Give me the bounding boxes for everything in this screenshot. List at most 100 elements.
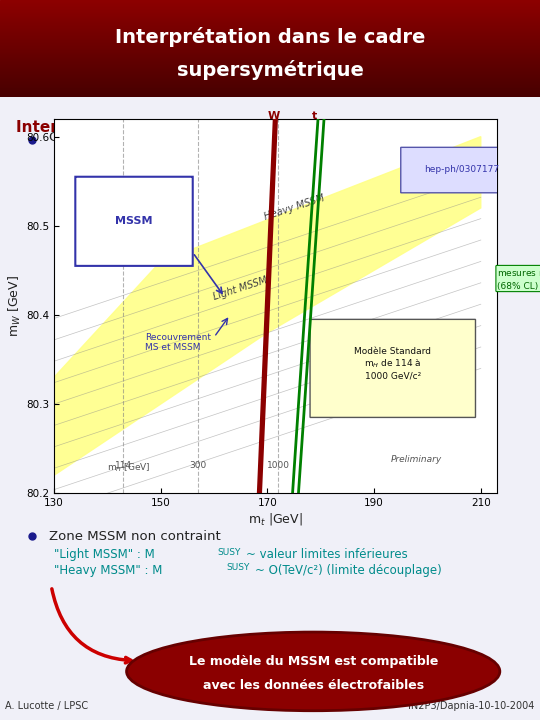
Text: ,m: ,m (281, 119, 308, 134)
Bar (0, 37, 540, 38)
Text: Comparaison MS vs MSSM: Comparaison MS vs MSSM (49, 131, 223, 144)
Text: h: h (266, 177, 272, 186)
Text: SUSY: SUSY (227, 563, 250, 572)
Bar (0, 5, 540, 6)
Text: ~ valeur limites inférieures: ~ valeur limites inférieures (246, 549, 408, 562)
Text: IN2P3/Dapnia-10-10-2004: IN2P3/Dapnia-10-10-2004 (408, 701, 535, 711)
Bar (0, 70, 540, 71)
Bar (0, 53, 540, 55)
Bar (0, 55, 540, 56)
Text: ): ) (320, 119, 327, 134)
Bar (0, 28, 540, 30)
Bar (0, 89, 540, 91)
Text: W: W (267, 111, 280, 121)
Text: Heavy MSSM: Heavy MSSM (262, 194, 326, 222)
Bar (0, 40, 540, 41)
Text: Zone SUSY légerement favorisée vs MS: Zone SUSY légerement favorisée vs MS (89, 150, 322, 163)
Text: MSSM: MSSM (115, 216, 153, 226)
Bar (0, 80, 540, 81)
Bar (0, 4, 540, 5)
Text: Light MSSM: Light MSSM (212, 275, 269, 302)
Text: SUSY: SUSY (217, 548, 240, 557)
Text: "Heavy MSSM" : M: "Heavy MSSM" : M (54, 564, 163, 577)
Bar (0, 17, 540, 19)
Bar (0, 96, 540, 97)
Bar (0, 72, 540, 73)
FancyBboxPatch shape (310, 320, 476, 418)
Bar (0, 81, 540, 83)
Bar (0, 49, 540, 50)
Bar (0, 59, 540, 60)
Y-axis label: m$_W$ [GeV]: m$_W$ [GeV] (7, 275, 23, 337)
Text: Modèle Standard
m$_H$ de 114 à
1000 GeV/c²: Modèle Standard m$_H$ de 114 à 1000 GeV/… (354, 347, 431, 381)
Bar (0, 56, 540, 58)
Bar (0, 22, 540, 23)
Bar (0, 24, 540, 25)
Bar (0, 14, 540, 16)
Bar (0, 65, 540, 66)
Bar (0, 8, 540, 9)
Bar (0, 6, 540, 8)
Text: Interprétation dans (m: Interprétation dans (m (16, 119, 212, 135)
Bar (0, 38, 540, 39)
Bar (0, 86, 540, 87)
Bar (0, 67, 540, 68)
Bar (0, 64, 540, 65)
Text: 114: 114 (115, 462, 132, 470)
Bar (0, 34, 540, 35)
Bar (0, 92, 540, 94)
Bar (0, 63, 540, 64)
Text: mesures m$_W$/m$_t$
(68% CL): mesures m$_W$/m$_t$ (68% CL) (497, 268, 540, 291)
Bar (0, 16, 540, 17)
Bar (0, 48, 540, 49)
Text: < 135 GeV/c²: < 135 GeV/c² (274, 178, 353, 191)
Bar (0, 12, 540, 13)
Bar (0, 69, 540, 70)
FancyBboxPatch shape (75, 176, 193, 266)
Text: Recouvrement
MS et MSSM: Recouvrement MS et MSSM (145, 333, 211, 352)
Bar (0, 32, 540, 33)
Bar (0, 31, 540, 32)
Bar (0, 71, 540, 72)
Bar (0, 74, 540, 75)
Text: Preliminary: Preliminary (391, 455, 442, 464)
Bar (0, 2, 540, 3)
Text: Interprétation dans le cadre: Interprétation dans le cadre (115, 27, 425, 47)
Bar (0, 20, 540, 22)
Bar (0, 35, 540, 36)
Text: Correspondant à m: Correspondant à m (119, 178, 232, 191)
Text: Zone MSSM non contraint: Zone MSSM non contraint (49, 530, 220, 543)
Bar (0, 30, 540, 31)
Text: m$_H$ [GeV]: m$_H$ [GeV] (107, 462, 151, 474)
Bar (0, 60, 540, 61)
Text: t: t (312, 111, 318, 121)
Text: avec les données électrofaibles: avec les données électrofaibles (202, 679, 424, 692)
Text: ~ O(TeV/c²) (limite découplage): ~ O(TeV/c²) (limite découplage) (255, 564, 442, 577)
Text: Recouvrement faible entre le MS et le MSSM: Recouvrement faible entre le MS et le MS… (89, 164, 352, 177)
Bar (0, 11, 540, 12)
Bar (0, 45, 540, 47)
Bar (0, 3, 540, 4)
Bar (0, 68, 540, 69)
Bar (0, 23, 540, 24)
Bar (0, 9, 540, 11)
Bar (0, 95, 540, 96)
Bar (0, 33, 540, 34)
Bar (0, 36, 540, 37)
Text: A. Lucotte / LPSC: A. Lucotte / LPSC (5, 701, 89, 711)
Bar (0, 61, 540, 62)
Bar (0, 42, 540, 44)
Bar (0, 62, 540, 63)
Text: 1000: 1000 (267, 462, 289, 470)
X-axis label: m$_t$ |GeV|: m$_t$ |GeV| (248, 510, 303, 527)
Bar (0, 66, 540, 67)
Text: Le modèle du MSSM est compatible: Le modèle du MSSM est compatible (188, 655, 438, 668)
Bar (0, 26, 540, 27)
Bar (0, 27, 540, 28)
Text: 300: 300 (190, 462, 207, 470)
Ellipse shape (126, 632, 500, 711)
Bar (0, 91, 540, 92)
Bar (0, 0, 540, 1)
FancyBboxPatch shape (401, 148, 523, 193)
Bar (0, 41, 540, 42)
